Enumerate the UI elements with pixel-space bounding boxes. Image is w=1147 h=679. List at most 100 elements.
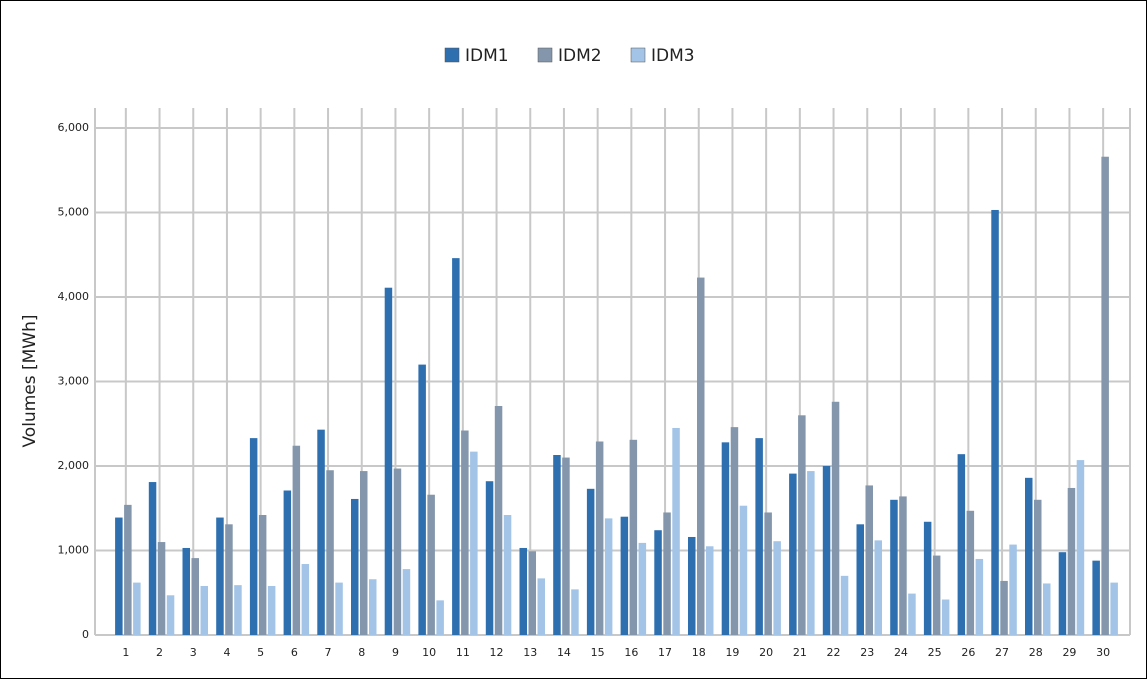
legend-label: IDM2 — [558, 46, 602, 66]
x-tick-label: 24 — [894, 646, 908, 659]
x-tick-label: 2 — [156, 646, 163, 659]
bar — [957, 454, 966, 635]
bar — [789, 473, 797, 635]
x-tick-label: 21 — [793, 646, 807, 659]
x-tick-label: 23 — [860, 646, 874, 659]
bar — [326, 470, 334, 635]
bar — [672, 427, 680, 635]
bar — [427, 494, 435, 635]
bar — [798, 415, 806, 635]
bar — [225, 524, 233, 635]
bar — [697, 277, 705, 635]
bar — [1076, 460, 1085, 635]
bar — [470, 451, 478, 635]
x-tick-label: 12 — [490, 646, 504, 659]
bar — [595, 441, 604, 635]
bar — [393, 468, 402, 635]
bar — [865, 485, 873, 635]
bar — [706, 546, 714, 635]
x-tick-label: 20 — [759, 646, 773, 659]
bar — [856, 524, 864, 635]
bar — [620, 516, 629, 635]
bar — [764, 512, 772, 635]
bar — [148, 482, 157, 635]
x-tick-label: 8 — [358, 646, 365, 659]
bar — [216, 517, 224, 635]
x-tick-label: 22 — [827, 646, 841, 659]
bar — [663, 512, 671, 635]
y-tick-label: 5,000 — [58, 206, 90, 219]
bar — [1110, 582, 1118, 635]
bar — [773, 541, 781, 635]
bar — [638, 542, 647, 635]
legend-label: IDM3 — [651, 46, 695, 66]
bar — [317, 429, 325, 635]
bar — [249, 438, 258, 635]
legend-label: IDM1 — [465, 46, 509, 66]
bar — [755, 438, 763, 635]
bar — [1034, 499, 1042, 635]
bar — [351, 498, 359, 635]
y-axis-label: Volumes [MWh] — [20, 314, 40, 447]
x-tick-label: 6 — [291, 646, 298, 659]
bar — [604, 518, 613, 635]
bar — [234, 585, 242, 635]
x-tick-label: 18 — [692, 646, 706, 659]
bar — [571, 589, 579, 635]
bar — [267, 585, 276, 635]
x-tick-label: 7 — [325, 646, 332, 659]
x-tick-label: 17 — [658, 646, 672, 659]
bar — [586, 488, 595, 635]
x-tick-label: 4 — [223, 646, 230, 659]
y-tick-label: 1,000 — [58, 544, 90, 557]
x-tick-label: 13 — [523, 646, 537, 659]
x-tick-label: 5 — [257, 646, 264, 659]
bar — [966, 510, 975, 635]
legend-swatch — [537, 47, 553, 63]
bar — [360, 471, 368, 635]
bar — [384, 287, 393, 635]
bar — [730, 427, 739, 635]
bar — [1067, 487, 1076, 635]
x-tick-label: 16 — [624, 646, 638, 659]
bar — [402, 569, 411, 635]
bar — [1058, 552, 1067, 635]
bar — [807, 471, 815, 635]
bar — [461, 430, 469, 635]
bar — [890, 499, 898, 635]
x-tick-label: 14 — [557, 646, 571, 659]
x-tick-label: 9 — [392, 646, 399, 659]
bar — [688, 536, 696, 635]
bar — [124, 504, 132, 635]
bar — [452, 258, 460, 635]
bar — [519, 547, 527, 635]
x-tick-label: 15 — [591, 646, 605, 659]
bar — [941, 599, 950, 635]
bar — [629, 439, 638, 635]
legend-swatch — [630, 47, 646, 63]
bar — [1025, 477, 1033, 635]
bar — [1043, 583, 1051, 635]
bar — [991, 209, 999, 635]
bar — [133, 582, 141, 635]
y-tick-label: 6,000 — [58, 121, 90, 134]
x-tick-label: 25 — [928, 646, 942, 659]
bar — [975, 558, 984, 635]
bar — [908, 593, 916, 635]
x-tick-label: 29 — [1062, 646, 1076, 659]
bar — [301, 564, 310, 635]
bar — [436, 600, 444, 635]
bar — [191, 558, 199, 635]
bar — [932, 555, 941, 635]
bar — [840, 575, 849, 635]
y-tick-label: 3,000 — [58, 375, 90, 388]
bar — [923, 521, 932, 635]
bar — [654, 530, 662, 635]
bar — [494, 406, 503, 635]
bar — [537, 578, 545, 635]
bar — [1101, 156, 1109, 636]
bar — [1009, 544, 1017, 635]
bar — [115, 517, 123, 635]
